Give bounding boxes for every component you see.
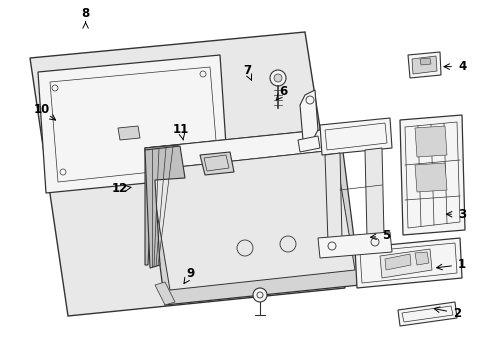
Polygon shape — [150, 150, 354, 290]
Text: 2: 2 — [452, 307, 460, 320]
Text: 11: 11 — [172, 123, 189, 136]
Polygon shape — [297, 136, 319, 152]
Text: 7: 7 — [243, 64, 250, 77]
Polygon shape — [414, 163, 446, 192]
Text: 3: 3 — [457, 208, 465, 221]
Polygon shape — [319, 118, 391, 155]
Text: 8: 8 — [81, 7, 89, 20]
Polygon shape — [397, 302, 456, 326]
Polygon shape — [364, 148, 383, 237]
Polygon shape — [155, 282, 175, 305]
Polygon shape — [200, 152, 234, 175]
Circle shape — [252, 288, 266, 302]
Text: 9: 9 — [186, 267, 194, 280]
Polygon shape — [419, 58, 430, 65]
Polygon shape — [299, 90, 317, 145]
Circle shape — [269, 70, 285, 86]
Polygon shape — [38, 55, 227, 193]
Polygon shape — [354, 238, 461, 288]
Polygon shape — [384, 254, 410, 270]
Text: 4: 4 — [457, 60, 465, 73]
Polygon shape — [407, 52, 440, 78]
Polygon shape — [411, 56, 436, 74]
Text: 10: 10 — [33, 103, 50, 116]
Text: 12: 12 — [111, 183, 128, 195]
Polygon shape — [145, 145, 180, 265]
Polygon shape — [145, 128, 359, 305]
Text: 1: 1 — [457, 258, 465, 271]
Circle shape — [273, 74, 282, 82]
Polygon shape — [317, 232, 391, 258]
Text: 5: 5 — [382, 229, 389, 242]
Polygon shape — [399, 115, 464, 235]
Polygon shape — [325, 153, 341, 242]
Polygon shape — [118, 126, 140, 140]
Polygon shape — [30, 32, 345, 316]
Polygon shape — [414, 252, 428, 265]
Text: 6: 6 — [279, 85, 287, 98]
Polygon shape — [145, 146, 184, 268]
Polygon shape — [145, 128, 339, 170]
Polygon shape — [379, 249, 431, 278]
Polygon shape — [414, 126, 446, 157]
